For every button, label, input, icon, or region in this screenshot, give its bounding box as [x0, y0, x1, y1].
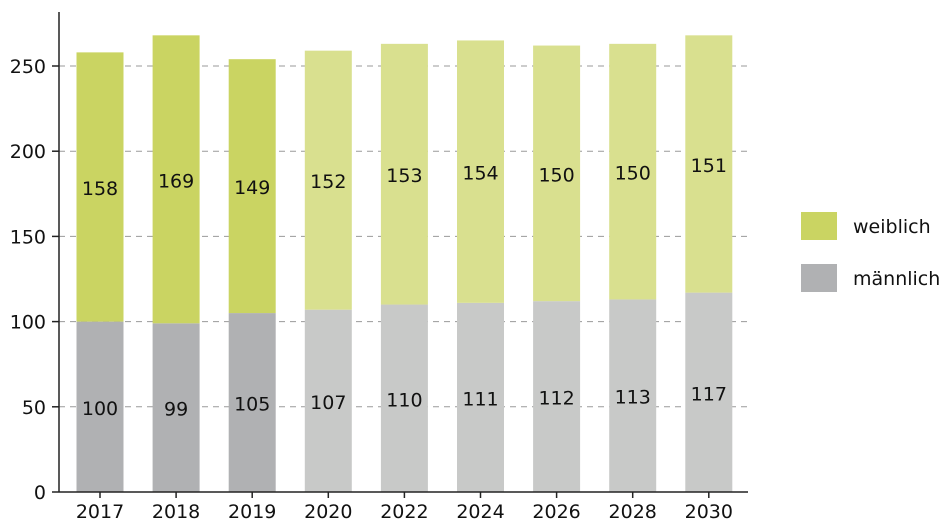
data-label-weiblich-2017: 158 [82, 178, 118, 200]
bar-maennlich-2026 [533, 301, 581, 492]
data-label-maennlich-2018: 99 [164, 399, 188, 421]
data-label-weiblich-2028: 150 [615, 163, 651, 185]
x-tick-label-2026: 2026 [532, 501, 580, 522]
data-label-maennlich-2026: 112 [538, 388, 574, 410]
x-tick-label-2024: 2024 [456, 501, 504, 522]
data-label-maennlich-2019: 105 [234, 394, 270, 416]
y-tick-label-0: 0 [34, 482, 46, 504]
bars: 100 158 99 169 105 149 107 152 110 153 111 154 112 15… [76, 35, 733, 492]
y-tick-label-250: 250 [10, 56, 46, 78]
bar-maennlich-2019 [228, 313, 276, 492]
y-tick-labels: 0 50 100 150 200 250 [10, 56, 59, 504]
bar-weiblich-2030 [685, 35, 733, 293]
bar-maennlich-2030 [685, 292, 733, 492]
y-tick-label-50: 50 [22, 397, 46, 419]
data-label-weiblich-2022: 153 [386, 165, 422, 187]
bar-maennlich-2020 [304, 309, 352, 492]
x-tick-label-2028: 2028 [609, 501, 657, 522]
data-label-maennlich-2020: 107 [310, 392, 346, 414]
bar-maennlich-2028 [609, 299, 657, 492]
x-tick-label-2018: 2018 [152, 501, 200, 522]
bar-weiblich-2028 [609, 43, 657, 300]
bar-maennlich-2017 [76, 321, 124, 492]
data-label-maennlich-2017: 100 [82, 398, 118, 420]
legend-swatch-maennlich [801, 264, 837, 292]
legend-swatch-weiblich [801, 212, 837, 240]
bar-maennlich-2024 [457, 302, 504, 492]
x-tick-label-2019: 2019 [228, 501, 276, 522]
y-tick-label-200: 200 [10, 141, 46, 163]
x-tick-label-2022: 2022 [380, 501, 428, 522]
legend-label-maennlich: männlich [853, 268, 940, 290]
data-label-maennlich-2028: 113 [615, 387, 651, 409]
bar-weiblich-2017 [76, 52, 124, 322]
x-tick-label-2020: 2020 [304, 501, 352, 522]
bar-weiblich-2024 [457, 40, 504, 303]
legend-label-weiblich: weiblich [853, 216, 931, 238]
data-label-weiblich-2030: 151 [691, 155, 727, 177]
data-label-weiblich-2019: 149 [234, 177, 270, 199]
data-label-maennlich-2030: 117 [691, 383, 727, 405]
bar-weiblich-2020 [304, 50, 352, 310]
data-label-weiblich-2020: 152 [310, 171, 346, 193]
x-tick-label-2030: 2030 [685, 501, 733, 522]
bar-weiblich-2018 [152, 35, 200, 324]
bar-maennlich-2018 [152, 323, 200, 492]
bar-weiblich-2019 [228, 59, 276, 314]
bar-weiblich-2026 [533, 45, 581, 302]
legend: weiblich männlich [801, 212, 940, 292]
data-label-maennlich-2022: 110 [386, 389, 422, 411]
y-tick-label-150: 150 [10, 226, 46, 248]
bar-weiblich-2022 [380, 43, 428, 305]
data-label-maennlich-2024: 111 [462, 388, 498, 410]
data-label-weiblich-2026: 150 [538, 164, 574, 186]
x-tick-labels: 2017 2018 2019 2020 2022 2024 2026 2028 2030 [76, 492, 733, 522]
bar-maennlich-2022 [380, 304, 428, 492]
data-label-weiblich-2024: 154 [462, 163, 498, 185]
data-label-weiblich-2018: 169 [158, 170, 194, 192]
x-tick-label-2017: 2017 [76, 501, 124, 522]
y-tick-label-100: 100 [10, 312, 46, 334]
